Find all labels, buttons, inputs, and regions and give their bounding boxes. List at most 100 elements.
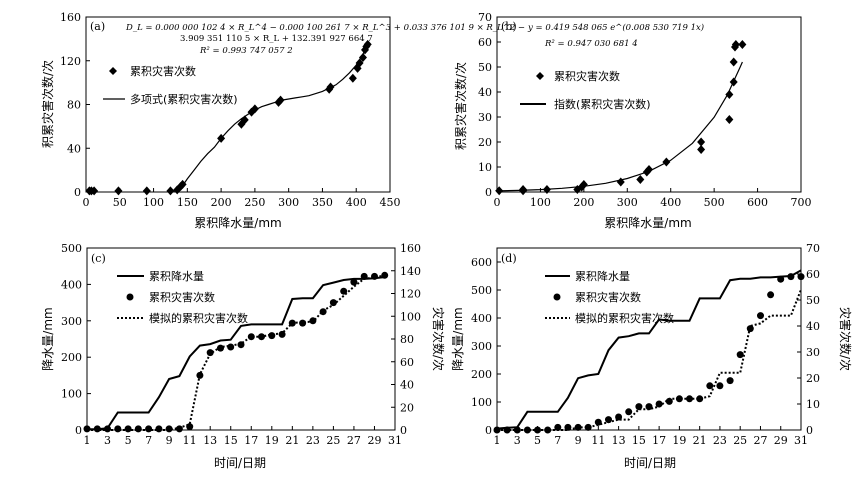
panel-b-label: (b) — [501, 20, 517, 33]
panel-d-right-y-ticks: 0 10 20 30 40 50 60 70 — [797, 242, 820, 437]
panel-c-x-tick-label-0: 1 — [84, 434, 91, 447]
panel-b-point-6 — [579, 180, 588, 189]
panel-d-left-y-tick-label-0: 0 — [485, 424, 492, 437]
panel-b-y-tick-label-3: 30 — [478, 111, 492, 124]
panel-c-x-tick-label-6: 13 — [203, 434, 217, 447]
panel-c-point-12 — [206, 349, 214, 357]
panel-c-right-y-tick-label-8: 160 — [400, 242, 421, 255]
panel-d-point-10 — [594, 418, 602, 426]
panel-c-legend-label-3: 模拟的累积灾害次数 — [149, 311, 248, 325]
panel-b-point-12 — [697, 145, 706, 154]
panel-d-point-2 — [513, 426, 521, 434]
panel-d-x-tick-label-7: 15 — [632, 434, 646, 447]
panel-d-x-label: 时间/日期 — [624, 456, 676, 470]
panel-b-points — [495, 40, 747, 196]
panel-d-x-tick-label-2: 5 — [534, 434, 541, 447]
panel-a-y-tick-label-0: 0 — [74, 186, 81, 199]
panel-b-x-tick-label-0: 0 — [494, 196, 501, 209]
panel-d-point-17 — [665, 397, 673, 405]
panel-c-point-10 — [186, 423, 194, 431]
panel-d-left-y-label: 降水量/mm — [451, 307, 465, 370]
panel-a-x-tick-label-4: 200 — [211, 196, 232, 209]
panel-d-point-4 — [534, 426, 541, 434]
panel-c-left-y-tick-label-1: 100 — [61, 388, 82, 401]
panel-b-y-tick-label-6: 60 — [478, 36, 492, 49]
panel-c-right-y-tick-label-4: 80 — [400, 333, 414, 346]
panel-b-point-14 — [725, 115, 734, 124]
panel-a-x-tick-label-9: 450 — [380, 196, 401, 209]
panel-c-point-20 — [288, 319, 296, 327]
panel-d-precip-line — [496, 269, 802, 430]
panel-a-x-tick-label-3: 150 — [177, 196, 198, 209]
panel-c-point-16 — [247, 333, 255, 341]
panel-c-point-13 — [217, 344, 224, 352]
panel-c-point-28 — [371, 272, 378, 280]
panel-a-point-24 — [363, 39, 372, 49]
panel-b-x-ticks: 0 100 200 300 400 500 600 700 — [494, 188, 812, 209]
panel-d-right-y-tick-label-5: 50 — [806, 294, 820, 307]
chart-panel-c: 1 3 5 7 9 11 13 15 17 19 21 23 25 27 29 31 010020030040… — [41, 242, 446, 470]
panel-b-point-19 — [731, 40, 740, 49]
panel-d-right-y-tick-label-1: 10 — [806, 398, 820, 411]
panel-d-left-y-tick-label-4: 400 — [471, 312, 492, 325]
panel-c-right-y-tick-label-7: 140 — [400, 265, 421, 278]
panel-a-y-tick-label-3: 120 — [60, 55, 81, 68]
chart-panel-b: 0 100 200 300 400 500 600 700 0 10 20 30 40 50 60 70 (… — [453, 11, 812, 230]
panel-c-point-9 — [175, 425, 183, 433]
panel-c-left-y-tick-label-3: 300 — [61, 315, 82, 328]
panel-a-point-21 — [358, 52, 367, 62]
panel-d-right-y-tick-label-4: 40 — [806, 320, 820, 333]
panel-c-right-y-label: 灾害次数/次 — [431, 307, 446, 371]
panel-c-label: (c) — [91, 252, 106, 265]
panel-c-point-7 — [155, 425, 163, 433]
panel-d-point-21 — [706, 382, 714, 390]
panel-c-point-23 — [319, 308, 327, 316]
panel-d-x-tick-label-4: 9 — [575, 434, 582, 447]
panel-d-point-6 — [554, 423, 562, 431]
panel-b-plot-frame — [496, 16, 802, 193]
panel-a-equation-line-2: 3.909 351 110 5 × R_L + 132.391 927 664 … — [180, 34, 373, 44]
panel-b-point-11 — [662, 157, 671, 167]
panel-d-point-9 — [584, 423, 592, 431]
panel-d-label: (d) — [501, 252, 517, 265]
panel-d-point-25 — [746, 325, 754, 333]
panel-c-x-tick-label-7: 15 — [224, 434, 238, 447]
panel-c-point-3 — [114, 425, 122, 433]
panel-a-fit-curve — [173, 46, 367, 193]
panel-b-point-20 — [738, 40, 747, 49]
panel-a-x-tick-label-0: 0 — [83, 196, 90, 209]
chart-panel-d: 1 3 5 7 9 11 13 15 17 19 21 23 25 27 29 31 010020030040… — [451, 242, 853, 470]
panel-b-x-tick-label-4: 400 — [660, 196, 681, 209]
panel-c-right-y-tick-label-0: 0 — [400, 424, 407, 437]
panel-b-point-3 — [542, 185, 551, 194]
panel-d-point-28 — [777, 275, 785, 283]
panel-b-x-tick-label-5: 500 — [704, 196, 725, 209]
panel-d-point-5 — [544, 426, 552, 434]
panel-d-x-tick-label-10: 21 — [693, 434, 707, 447]
panel-c-left-y-label: 降水量/mm — [41, 307, 55, 370]
panel-d-right-y-tick-label-7: 70 — [806, 242, 820, 255]
panel-c-right-y-tick-label-2: 40 — [400, 379, 414, 392]
panel-c-left-y-tick-label-0: 0 — [75, 424, 82, 437]
panel-d-right-y-tick-label-6: 60 — [806, 268, 820, 281]
panel-c-point-11 — [196, 371, 204, 379]
panel-d-left-y-tick-label-1: 100 — [471, 396, 492, 409]
panel-d-x-tick-label-5: 11 — [591, 434, 605, 447]
panel-b-x-tick-label-3: 300 — [617, 196, 638, 209]
panel-d-point-27 — [767, 291, 775, 299]
panel-d-left-y-tick-label-6: 600 — [471, 256, 492, 269]
panel-a-point-8 — [178, 179, 187, 189]
panel-d-x-tick-label-14: 29 — [774, 434, 788, 447]
panel-b-x-tick-label-6: 600 — [747, 196, 768, 209]
panel-b-point-8 — [636, 175, 645, 184]
panel-c-x-tick-label-12: 25 — [326, 434, 340, 447]
panel-c-x-tick-label-14: 29 — [367, 434, 381, 447]
panel-c-disaster-points — [83, 271, 389, 433]
panel-c-x-label: 时间/日期 — [214, 456, 266, 470]
panel-d-point-23 — [726, 377, 734, 385]
panel-a-point-11 — [240, 115, 249, 125]
panel-d-point-0 — [493, 426, 501, 434]
panel-c-x-tick-label-11: 23 — [306, 434, 320, 447]
panel-c-x-tick-label-1: 3 — [104, 434, 111, 447]
